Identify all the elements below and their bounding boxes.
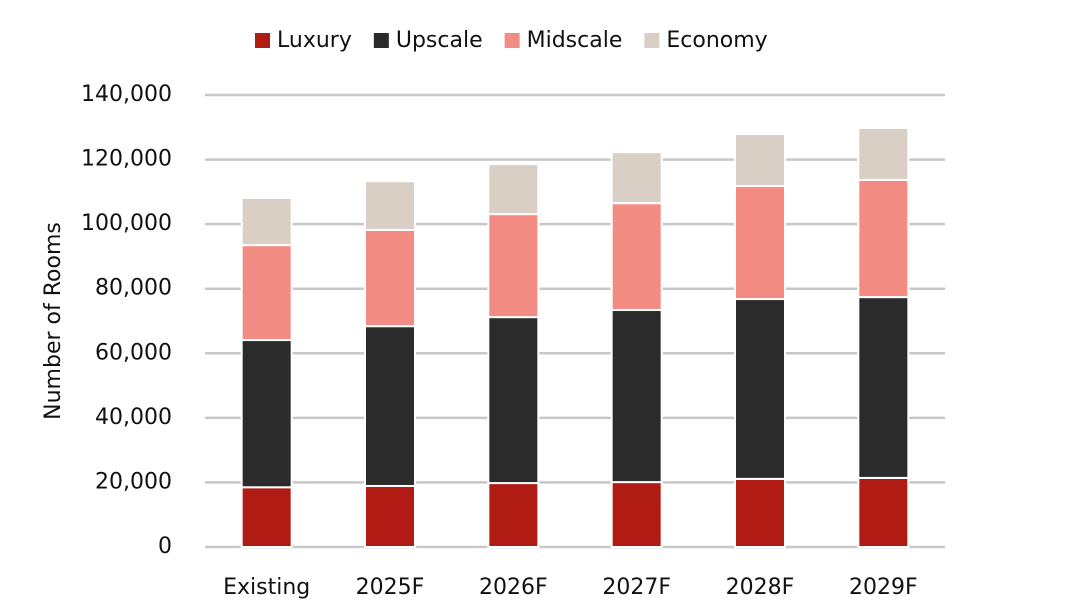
y-tick-label: 60,000 — [95, 340, 172, 365]
legend-swatch — [644, 33, 660, 48]
x-tick-label: 2028F — [726, 575, 795, 600]
y-tick-label: 40,000 — [95, 405, 172, 430]
y-tick-label: 80,000 — [95, 276, 172, 301]
legend-swatch — [504, 33, 520, 48]
x-tick-label: 2027F — [602, 575, 671, 600]
x-tick-label: 2025F — [356, 575, 425, 600]
x-tick-label: 2026F — [479, 575, 548, 600]
bar-segment — [857, 296, 910, 479]
bar-segment — [240, 196, 293, 247]
bar-segment — [734, 298, 786, 480]
bar-segment — [734, 477, 786, 548]
y-tick-label: 120,000 — [81, 147, 172, 172]
bar-segment — [364, 228, 416, 328]
bar-segment — [364, 180, 416, 231]
legend-label: Luxury — [277, 28, 352, 53]
bar-segment — [610, 151, 663, 205]
y-tick-label: 100,000 — [81, 211, 172, 236]
y-tick-label: 0 — [158, 534, 172, 559]
legend-swatch — [255, 33, 270, 48]
bar-segment — [610, 309, 663, 484]
bar-segment — [857, 126, 910, 181]
bar-segment — [610, 202, 663, 312]
y-axis-title: Number of Rooms — [41, 222, 66, 420]
legend-swatch — [373, 33, 389, 48]
bar-segment — [364, 484, 416, 549]
x-tick-label: Existing — [223, 575, 310, 600]
bar-segment — [857, 476, 910, 548]
bar-segment — [487, 482, 540, 548]
bar-segment — [487, 163, 540, 216]
bar-segment — [734, 133, 786, 188]
legend-label: Economy — [666, 28, 767, 53]
bar-segment — [857, 178, 910, 299]
bar-segment — [240, 486, 293, 548]
bar-segment — [240, 244, 293, 342]
y-tick-label: 140,000 — [81, 82, 172, 107]
legend-label: Midscale — [527, 28, 623, 53]
y-tick-label: 20,000 — [95, 469, 172, 494]
bar-segment — [734, 185, 786, 301]
bar-segment — [240, 339, 293, 489]
bar-segment — [364, 325, 416, 487]
legend-label: Upscale — [396, 28, 483, 53]
bar-segment — [610, 481, 663, 548]
x-tick-label: 2029F — [849, 575, 918, 600]
bar-segment — [487, 213, 540, 319]
bar-segment — [487, 316, 540, 485]
